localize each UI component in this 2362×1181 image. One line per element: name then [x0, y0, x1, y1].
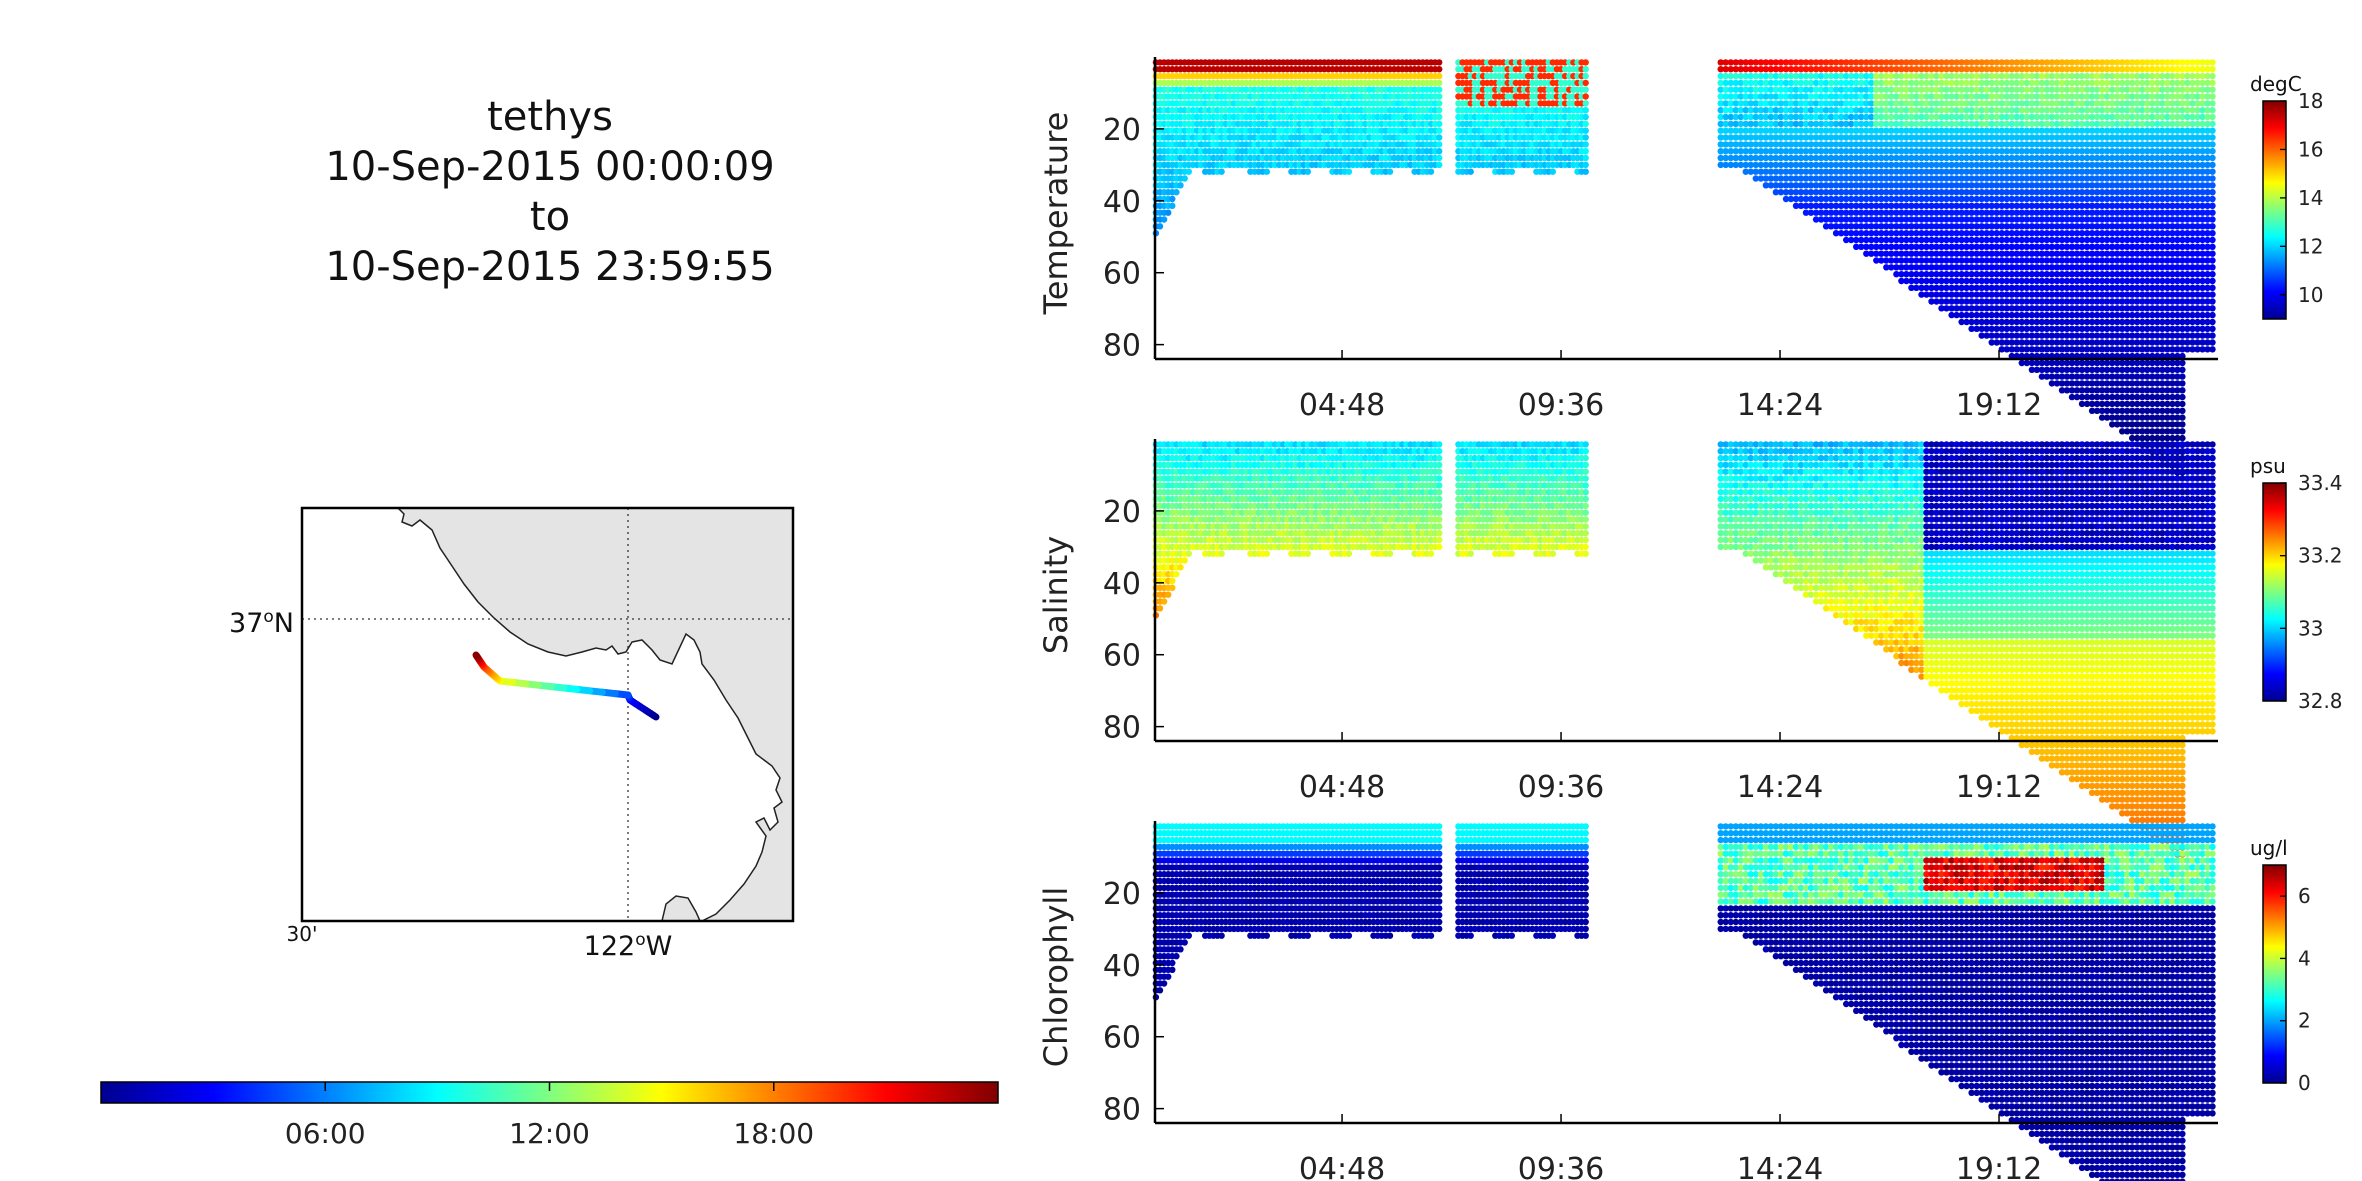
map-frame [300, 506, 795, 923]
data-point [1345, 168, 1353, 175]
title-start-time: 10-Sep-2015 00:00:09 [325, 144, 775, 190]
data-point [1436, 86, 1443, 93]
title-to: to [529, 194, 571, 240]
data-point [1165, 209, 1172, 216]
data-point [1386, 168, 1394, 175]
data-point [1173, 189, 1180, 196]
data-point [1582, 134, 1589, 141]
data-point [1263, 168, 1271, 175]
time-colorbar: 06:00 12:00 18:00 [100, 1081, 999, 1150]
data-point [1177, 182, 1184, 189]
data-point [1508, 168, 1516, 175]
map-lon-label-center: 122oW [584, 930, 673, 962]
data-point [1436, 120, 1443, 128]
data-point [1582, 79, 1589, 87]
data-point [1467, 168, 1474, 175]
time-colorbar-tick-label: 06:00 [285, 1117, 366, 1150]
data-point [1436, 134, 1443, 141]
title-end-time: 10-Sep-2015 23:59:55 [325, 244, 775, 290]
map-lat-label: 37oN [229, 607, 294, 639]
data-point [1436, 72, 1443, 80]
data-point [1185, 168, 1193, 175]
map-land-southern [661, 895, 701, 921]
data-point [1582, 107, 1589, 114]
data-point [1582, 59, 1589, 66]
data-point [1436, 127, 1443, 134]
time-colorbar-tick-label: 18:00 [733, 1117, 814, 1150]
data-point [1218, 168, 1225, 175]
data-point [1436, 93, 1443, 100]
data-point [1582, 113, 1589, 121]
data-point [1582, 168, 1589, 175]
data-point [1304, 168, 1312, 175]
data-point [1436, 141, 1443, 148]
data-point [1436, 113, 1443, 121]
data-point [1436, 148, 1443, 155]
data-point [1169, 202, 1176, 209]
data-point [1582, 161, 1589, 169]
data-point [1582, 120, 1589, 128]
title-vehicle: tethys [487, 94, 613, 140]
data-point [1436, 79, 1443, 87]
data-point [1582, 127, 1589, 134]
vehicle-track [472, 651, 660, 721]
data-point [1582, 100, 1589, 107]
data-point [1436, 100, 1443, 107]
temperature-scatter [1152, 59, 2216, 476]
data-point [1582, 93, 1589, 100]
data-point [1549, 168, 1557, 175]
map-land [396, 508, 793, 921]
data-point [1582, 148, 1589, 155]
data-point [1582, 141, 1589, 148]
data-point [1181, 175, 1188, 182]
data-point [1582, 154, 1589, 162]
data-point [1436, 107, 1443, 114]
data-point [1582, 66, 1589, 73]
data-point [1436, 154, 1443, 162]
data-point [1582, 72, 1589, 80]
plot-title: tethys 10-Sep-2015 00:00:09 to 10-Sep-20… [280, 92, 820, 292]
data-point [1582, 86, 1589, 93]
data-point [1169, 195, 1176, 203]
time-colorbar-tick-label: 12:00 [509, 1117, 590, 1150]
data-point [1436, 161, 1443, 169]
map-lon-label-left: 30' [287, 922, 318, 946]
data-point [1160, 216, 1168, 223]
track-segment [472, 651, 481, 660]
data-point [1427, 168, 1435, 175]
data-point [1436, 59, 1443, 66]
data-point [1156, 223, 1164, 230]
data-point [1436, 66, 1443, 73]
location-map: 37oN 30' 122oW [229, 506, 795, 962]
